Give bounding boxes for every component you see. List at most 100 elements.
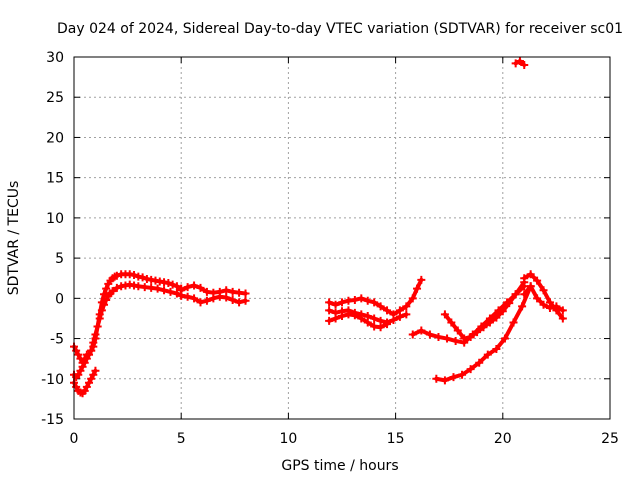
data-point: [80, 386, 89, 395]
data-point: [509, 318, 518, 327]
data-point: [325, 316, 334, 325]
data-point: [235, 298, 244, 307]
data-point: [93, 322, 102, 331]
data-point: [449, 373, 458, 382]
data-point: [520, 290, 529, 299]
series-arc-midday-a: [325, 275, 426, 319]
data-point: [539, 300, 548, 309]
data-point: [190, 294, 199, 303]
data-point: [526, 282, 535, 291]
data-point: [357, 314, 366, 323]
data-point: [376, 323, 385, 332]
y-tick-label: 5: [55, 251, 64, 267]
data-point: [389, 316, 398, 325]
data-point: [100, 300, 109, 309]
data-point: [102, 295, 111, 304]
data-point: [370, 298, 379, 307]
data-point: [383, 306, 392, 315]
y-tick-label: 0: [55, 291, 64, 307]
data-point: [183, 292, 192, 301]
data-point: [138, 273, 147, 282]
data-point: [485, 318, 494, 327]
data-points: [70, 57, 567, 398]
series-trace: [434, 284, 533, 383]
data-point: [533, 276, 542, 285]
data-point: [89, 370, 98, 379]
data-point: [500, 334, 509, 343]
data-point: [350, 295, 359, 304]
data-point: [168, 280, 177, 289]
data-point: [383, 320, 392, 329]
data-point: [222, 293, 231, 302]
data-point: [325, 306, 334, 315]
data-point: [475, 358, 484, 367]
data-point: [112, 283, 121, 292]
data-point: [408, 330, 417, 339]
plot-frame: [73, 56, 611, 420]
data-point: [196, 283, 205, 292]
data-point: [479, 323, 488, 332]
x-axis-label: GPS time / hours: [281, 458, 398, 474]
y-tick-label: -10: [41, 372, 64, 388]
data-point: [511, 290, 520, 299]
data-point: [190, 281, 199, 290]
data-point: [483, 350, 492, 359]
data-point: [72, 382, 81, 391]
data-point: [97, 306, 106, 315]
data-point: [74, 370, 83, 379]
data-point: [160, 286, 169, 295]
data-point: [498, 307, 507, 316]
data-point: [202, 296, 211, 305]
x-tick-label: 25: [601, 431, 619, 447]
data-point: [552, 302, 561, 311]
data-point: [196, 298, 205, 307]
grid: [74, 57, 610, 419]
data-point: [526, 270, 535, 279]
data-point: [331, 314, 340, 323]
data-point: [76, 366, 85, 375]
x-tick-label: 15: [387, 431, 405, 447]
data-point: [209, 294, 218, 303]
data-point: [172, 282, 181, 291]
data-point: [85, 378, 94, 387]
y-tick-label: 30: [46, 50, 64, 66]
data-point: [363, 318, 372, 327]
data-point: [492, 313, 501, 322]
data-point: [241, 289, 250, 298]
data-point: [363, 296, 372, 305]
data-point: [164, 279, 173, 288]
series-arc-midday-c: [325, 310, 392, 332]
series-arc-morning-tail: [177, 281, 250, 298]
data-point: [443, 334, 452, 343]
data-point: [130, 271, 139, 280]
data-point: [413, 284, 422, 293]
data-point: [331, 300, 340, 309]
data-point: [153, 284, 162, 293]
y-tick-label: 25: [46, 90, 64, 106]
data-point: [85, 350, 94, 359]
y-tick-label: 10: [46, 211, 64, 227]
data-point: [425, 330, 434, 339]
data-point: [432, 374, 441, 383]
series-arc-evening: [520, 270, 567, 323]
data-point: [395, 312, 404, 321]
data-point: [458, 370, 467, 379]
data-point: [533, 294, 542, 303]
series-outlier-top: [511, 57, 529, 70]
data-point: [241, 296, 250, 305]
data-point: [74, 350, 83, 359]
data-point: [102, 284, 111, 293]
data-point: [82, 382, 91, 391]
data-point: [183, 283, 192, 292]
data-point: [95, 314, 104, 323]
data-point: [357, 294, 366, 303]
data-point: [408, 294, 417, 303]
data-point: [434, 332, 443, 341]
data-point: [91, 366, 100, 375]
chart-title: Day 024 of 2024, Sidereal Day-to-day VTE…: [57, 21, 623, 37]
data-point: [453, 326, 462, 335]
x-tick-label: 5: [177, 431, 186, 447]
data-point: [166, 287, 175, 296]
data-point: [78, 362, 87, 371]
y-tick-label: 20: [46, 130, 64, 146]
